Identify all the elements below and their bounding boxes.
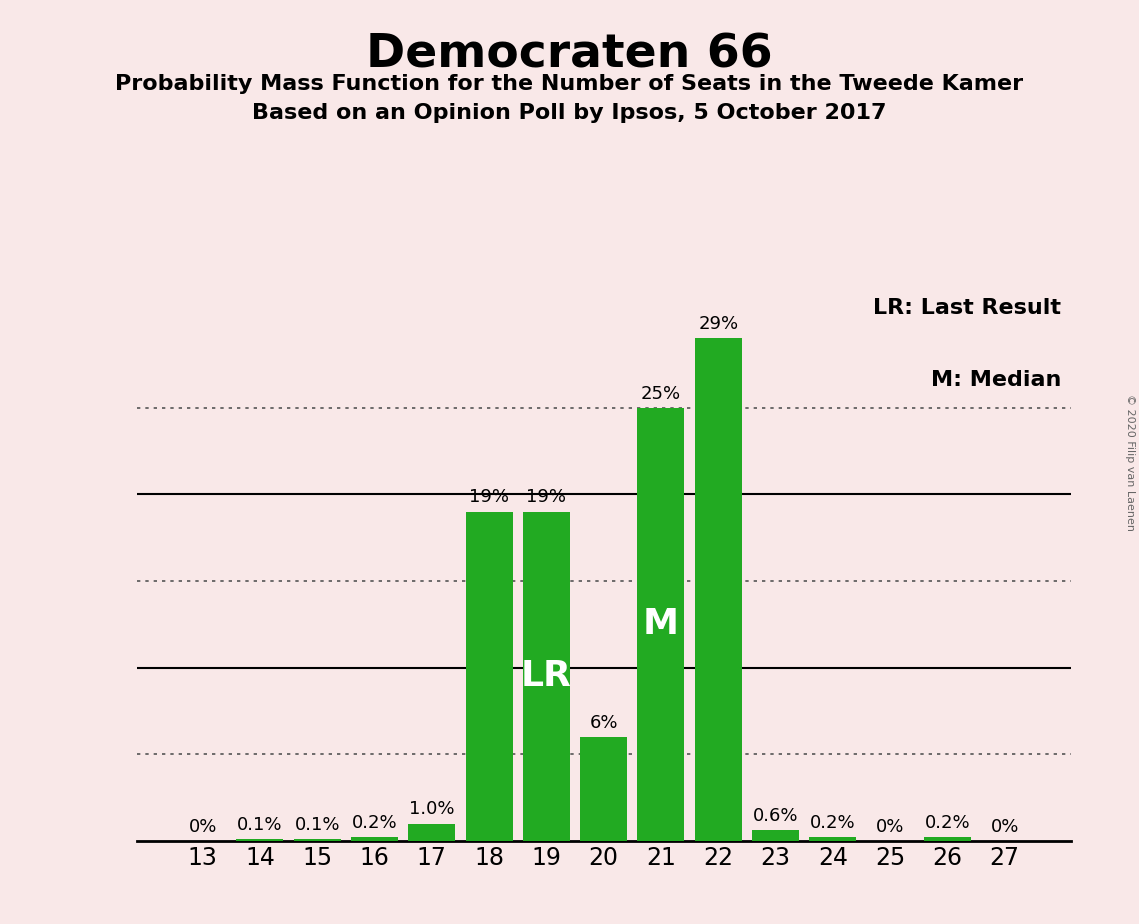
Bar (408, 823, 456, 841)
Text: LR: LR (521, 659, 572, 693)
Bar (638, 407, 685, 841)
Text: 6%: 6% (589, 713, 618, 732)
Bar (695, 338, 741, 841)
Text: 0.2%: 0.2% (810, 814, 855, 833)
Text: 25%: 25% (641, 384, 681, 403)
Bar (351, 837, 398, 841)
Text: 0.6%: 0.6% (753, 808, 798, 825)
Bar (580, 737, 628, 841)
Bar (924, 837, 970, 841)
Text: 19%: 19% (469, 489, 509, 506)
Text: 29%: 29% (698, 315, 738, 334)
Bar (752, 831, 800, 841)
Text: Democraten 66: Democraten 66 (366, 32, 773, 78)
Text: M: Median: M: Median (931, 370, 1062, 390)
Bar (294, 839, 341, 841)
Bar (237, 839, 284, 841)
Text: 0.2%: 0.2% (352, 814, 398, 833)
Text: 0.1%: 0.1% (237, 816, 282, 833)
Text: LR: Last Result: LR: Last Result (874, 298, 1062, 318)
Text: M: M (642, 607, 679, 641)
Text: © 2020 Filip van Laenen: © 2020 Filip van Laenen (1125, 394, 1134, 530)
Text: 1.0%: 1.0% (409, 800, 454, 819)
Text: 0%: 0% (188, 818, 216, 835)
Text: 19%: 19% (526, 489, 566, 506)
Bar (810, 837, 857, 841)
Bar (523, 512, 570, 841)
Text: 0.2%: 0.2% (925, 814, 970, 833)
Text: 0%: 0% (876, 818, 904, 835)
Text: 0.1%: 0.1% (295, 816, 339, 833)
Text: Based on an Opinion Poll by Ipsos, 5 October 2017: Based on an Opinion Poll by Ipsos, 5 Oct… (252, 103, 887, 124)
Text: Probability Mass Function for the Number of Seats in the Tweede Kamer: Probability Mass Function for the Number… (115, 74, 1024, 94)
Text: 0%: 0% (991, 818, 1019, 835)
Bar (466, 512, 513, 841)
